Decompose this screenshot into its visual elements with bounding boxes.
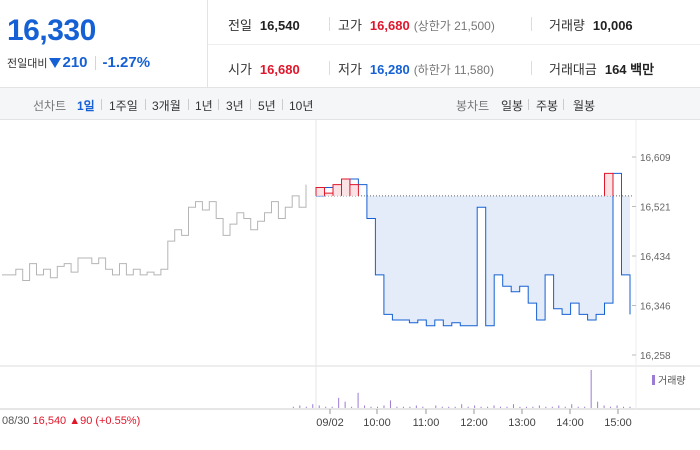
x-tick-label: 12:00 [460,417,488,429]
stat-volume: 거래량 10,006 [549,15,633,34]
tab-divider [282,99,283,110]
y-tick-label: 16,521 [640,203,671,214]
stat-divider [531,61,532,75]
tab-divider [145,99,146,110]
stat-sub: (하한가 11,580) [413,63,494,77]
stat-divider [531,17,532,31]
y-tick-label: 16,346 [640,302,671,313]
y-tick-label: 16,434 [640,252,671,263]
stat-open: 시가 16,680 [228,59,300,78]
chart-toolbar: 선차트 1일 1주일 3개월 1년 3년 5년 10년 봉차트 일봉 주봉 월봉 [0,88,700,120]
stat-label: 고가 [338,18,362,33]
stat-label: 거래대금 [549,62,597,77]
stat-value: 164 백만 [604,62,655,77]
change-value: 210 [62,54,88,71]
tab-5-years[interactable]: 5년 [258,99,276,113]
tab-divider [101,99,102,110]
tab-daily-candle[interactable]: 일봉 [501,99,524,113]
change-row: 전일대비 210 -1.27% [7,54,150,71]
stat-label: 거래량 [549,18,585,33]
change-label: 전일대비 [7,57,48,70]
down-arrow-icon [49,57,62,68]
tab-1-day[interactable]: 1일 [77,99,95,113]
x-tick-label: 09/02 [316,417,344,429]
volume-legend-swatch [652,374,655,385]
price-area-fill [316,195,630,326]
price-chart[interactable]: 16,609 16,521 16,434 16,346 16,258 09/02 10:00… [0,120,700,450]
x-tick-label: 13:00 [508,417,536,429]
tab-weekly-candle[interactable]: 주봉 [536,99,559,113]
tab-3-months[interactable]: 3개월 [152,99,181,113]
tab-divider [250,99,251,110]
volume-legend-label: 거래량 [658,376,686,387]
candle-chart-label: 봉차트 [456,99,490,113]
change-divider [94,55,96,70]
footer-up-percent: (+0.55%) [95,415,141,427]
stat-high: 고가 16,680 (상한가 21,500) [338,15,495,34]
stat-value: 10,006 [592,18,633,33]
tab-divider [528,99,529,110]
x-tick-label: 14:00 [556,417,584,429]
tab-1-week[interactable]: 1주일 [109,99,138,113]
footer-date: 08/30 [2,415,30,427]
x-tick-label: 15:00 [604,417,632,429]
chart-footer: 08/30 16,540 ▲90 (+0.55%) [2,415,140,427]
change-percent: -1.27% [102,54,151,71]
tab-3-years[interactable]: 3년 [226,99,244,113]
quote-header: 16,330 전일대비 210 -1.27% 전일 16,540 고가 16,6… [0,0,700,88]
stat-value: 16,540 [259,18,300,33]
tab-1-year[interactable]: 1년 [195,99,213,113]
stat-low: 저가 16,280 (하한가 11,580) [338,59,494,78]
tab-monthly-candle[interactable]: 월봉 [573,99,596,113]
stat-value: 16,280 [369,62,410,77]
today-price-line [316,172,631,327]
stat-value: 16,680 [369,18,410,33]
stat-amount: 거래대금 164 백만 [549,59,654,78]
volume-legend: 거래량 [652,372,686,387]
line-chart-label: 선차트 [33,99,67,113]
tab-divider [188,99,189,110]
tab-10-years[interactable]: 10년 [289,99,314,113]
stat-divider [329,17,330,31]
stat-value: 16,680 [259,62,300,77]
y-tick-label: 16,609 [640,153,671,164]
stat-sub: (상한가 21,500) [413,19,495,33]
x-tick-label: 11:00 [413,417,440,429]
y-tick-label: 16,258 [640,351,671,362]
previous-day-line [2,184,307,281]
current-price: 16,330 [7,14,96,47]
stat-prev-close: 전일 16,540 [228,15,300,34]
above-reference-line [315,172,614,196]
stat-label: 저가 [338,62,362,77]
current-price-box: 16,330 전일대비 210 -1.27% [0,0,208,88]
stat-label: 시가 [228,62,252,77]
stat-label: 전일 [228,18,252,33]
footer-prev-close: 16,540 [32,415,67,427]
tab-divider [563,99,564,110]
footer-up-change: ▲90 [69,415,93,427]
x-tick-label: 10:00 [363,417,391,429]
stats-row-divider [208,44,700,45]
tab-divider [218,99,219,110]
stat-divider [329,61,330,75]
